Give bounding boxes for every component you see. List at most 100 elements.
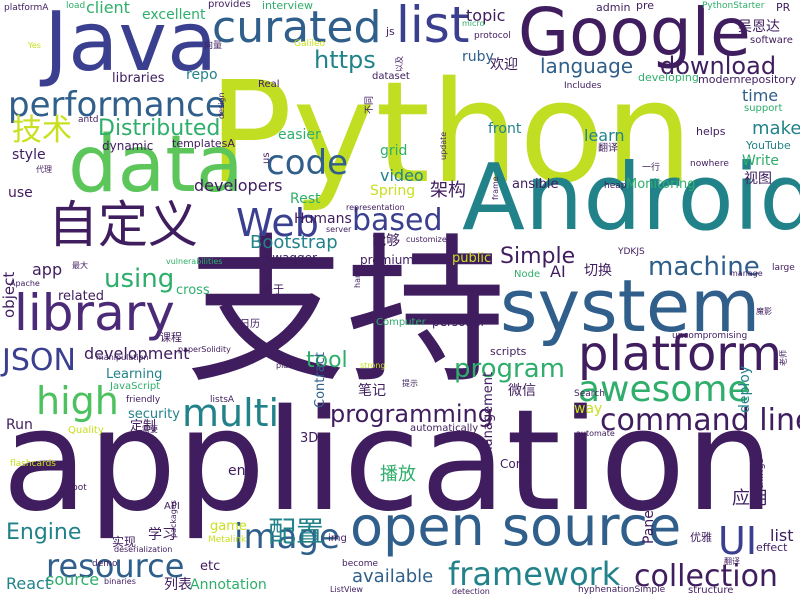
word-easier: easier [278,127,321,143]
word-dynamic: dynamic [102,139,154,153]
word-3d: 3D [300,431,319,446]
word-youya: 优雅 [690,531,712,544]
word-program: program [454,354,565,384]
word-micro: micro [462,19,485,28]
word-shixian: 实现 [112,535,137,549]
word-platform: platform [578,326,782,382]
word-jishu: 技术 [12,113,72,148]
word-moying: 魔影 [756,307,772,316]
word-make: make [752,118,800,139]
word-contract: Contract [313,352,328,408]
word-nenggou: 能够 [372,233,400,249]
word-spring: Spring [370,183,416,199]
word-effect: effect [756,541,788,554]
word-source: source [46,570,100,589]
word-machine: machine [648,252,760,282]
word-engine: Engine [6,520,82,545]
word-qiehuan: 切换 [584,263,612,279]
word-javascript: JavaScript [110,381,161,392]
word-core: Core [500,457,528,471]
word-bootstrap: Bootstrap [250,232,338,253]
word-daili: 代理 [36,165,52,174]
word-write: Write [742,153,779,169]
word-resource: resource [46,547,185,585]
word-pre: pre [636,0,655,12]
word-interview: interview [262,0,313,12]
word-personal: personal [432,315,484,329]
word-templatesA: templatesA [172,137,235,150]
word-related: related [58,289,104,304]
word-yingyong: 应用 [732,488,768,509]
word-large: large [772,263,795,273]
word-img: img [328,533,347,544]
word-software: software [750,35,793,46]
word-performance: performance [8,85,226,125]
word-deploy: deploy [737,365,753,413]
word-nowhere: nowhere [690,159,729,169]
word-weixin: 微信 [508,383,536,399]
word-rili: 日历 [240,319,260,330]
word-hard: hard [353,269,362,288]
word-customized: customized [406,235,452,244]
word-system: system [500,264,761,348]
word-monitoring: Monitoring [626,177,696,192]
word-excellent: excellent [142,7,206,23]
word-liebiao: 列表 [164,577,192,593]
word-ansible: ansible [512,177,559,192]
word-structure: structure [688,585,734,596]
word-developing: developing [638,71,699,84]
word-things: things [755,458,766,489]
word-grid: grid [380,143,408,159]
word-server: server [326,225,352,234]
word-helps: helps [696,125,726,138]
word-friendly: friendly [126,395,161,405]
word-available: available [352,566,434,587]
word-learn: learn [584,126,625,145]
word-based: based [352,203,443,238]
word-admin: admin [596,1,631,14]
word-app: app [32,260,63,279]
word-laoshi: 老师 [779,350,788,366]
word-topic: topic [466,6,506,25]
word-video: video [380,166,424,185]
word-yes: Yes [28,41,41,50]
word-uncompromising: uncompromising [672,331,748,341]
word-android: Android [462,144,800,251]
word-simple: Simple [500,244,576,269]
word-humans: Humans [294,211,352,227]
word-open-source: open source [350,495,682,558]
word-learning: Learning [106,367,163,382]
word-jiagou: 架构 [430,180,466,201]
word-public: public [452,251,492,266]
word-list-top: list [396,0,470,54]
word-us: us [261,152,272,164]
word-front: front [488,121,522,137]
word-antd: antd [78,115,99,125]
word-use: use [8,185,33,201]
word-java: Java [44,0,218,90]
word-etc: etc [200,559,221,574]
word-fanyi: 翻译 [598,143,618,154]
word-manage: manage [730,269,763,278]
word-heap: heap [604,181,627,191]
word-listview: ListView [330,585,363,594]
word-projects: object [0,271,18,318]
word-security: security [128,407,180,422]
word-application: application [2,380,775,543]
word-butong: 不同 [365,95,375,114]
word-python: Python [208,52,694,215]
word-awesome: awesome [578,369,750,410]
word-plain: plain [276,361,296,370]
word-includes: Includes [564,81,602,91]
word-ruby: ruby [462,49,494,65]
word-deserialization: deserialization [114,545,173,554]
word-collection: collection [634,559,778,594]
word-premium: premium [360,253,414,267]
word-huanying: 欢迎 [490,57,518,73]
word-become: become [342,559,379,569]
word-js: js [386,25,395,38]
word-library: library [14,284,175,342]
word-shitu: 视图 [744,171,772,187]
word-dingzhi: 定制 [130,419,157,434]
word-tool: tool [306,348,348,373]
